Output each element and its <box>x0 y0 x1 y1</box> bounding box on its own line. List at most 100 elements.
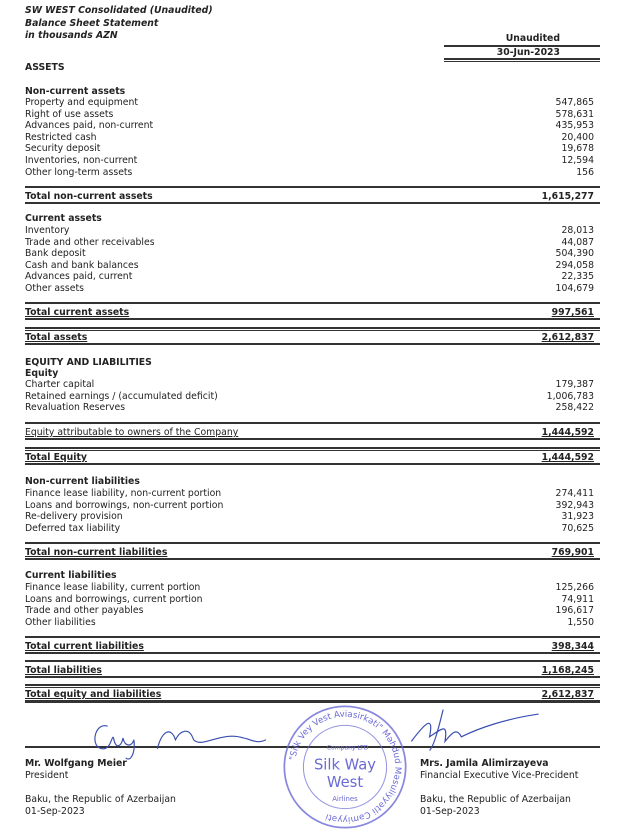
total-non-current-liabilities-value: 769,901 <box>551 547 594 558</box>
non-current-asset-row-value: 19,678 <box>561 143 594 155</box>
non-current-liability-row-label: Deferred tax liability <box>25 522 121 534</box>
current-asset-row-label: Other assets <box>25 283 84 294</box>
total-liabilities-value: 1,168,245 <box>541 665 594 676</box>
rule-divider <box>25 330 600 331</box>
non-current-asset-row-value: 156 <box>576 166 594 178</box>
non-current-asset-row-label: Advances paid, non-current <box>25 120 154 132</box>
current-asset-row-label: Inventory <box>25 225 70 236</box>
equity-attributable-value: 1,444,592 <box>541 427 594 438</box>
non-current-asset-row-value: 435,953 <box>555 120 594 132</box>
equity-liabilities-heading: EQUITY AND LIABILITIES <box>25 357 152 368</box>
current-asset-row-value: 504,390 <box>555 248 594 260</box>
current-liability-row-value: 196,617 <box>555 605 594 617</box>
total-assets-value: 2,612,837 <box>541 332 594 343</box>
rule-divider <box>25 202 600 204</box>
signature-president <box>94 725 267 760</box>
current-liability-row-label: Trade and other payables <box>25 605 144 617</box>
current-assets-heading: Current assets <box>25 213 102 224</box>
column-status: Unaudited <box>505 33 560 44</box>
non-current-liability-row-label: Re-delivery provision <box>25 511 123 523</box>
non-current-asset-row-label: Other long-term assets <box>25 166 133 178</box>
equity-row-value: 258,422 <box>555 402 594 414</box>
rule-divider <box>25 746 600 748</box>
rule-divider <box>25 684 600 686</box>
current-liability-row-label: Loans and borrowings, current portion <box>25 593 203 605</box>
units-label: in thousands AZN <box>25 30 118 41</box>
total-liabilities-label: Total liabilities <box>25 665 102 676</box>
signatory-name: Mrs. Jamila Alimirzayeva <box>420 758 549 769</box>
rule-divider <box>25 302 600 304</box>
non-current-asset-row-value: 547,865 <box>555 97 594 108</box>
rule-divider <box>25 422 600 424</box>
total-current-assets-label: Total current assets <box>25 307 130 318</box>
column-date: 30-Jun-2023 <box>496 47 560 58</box>
current-asset-row-value: 294,058 <box>555 259 594 271</box>
rule-divider <box>25 463 600 465</box>
assets-heading: ASSETS <box>25 62 65 73</box>
equity-row-label: Revaluation Reserves <box>25 402 126 414</box>
rule-divider <box>25 186 600 188</box>
stamp-silk-way: Silk Way <box>314 757 376 774</box>
company-stamp-seal: "Silk Vey Vest Aviasirkəti" Məhdud Məsul… <box>283 705 407 829</box>
signature-financial-vp <box>410 709 539 751</box>
non-current-asset-row-value: 12,594 <box>561 155 594 166</box>
current-asset-row-label: Cash and bank balances <box>25 259 139 271</box>
equity-row-value: 1,006,783 <box>546 390 594 402</box>
current-liabilities-heading: Current liabilities <box>25 570 117 581</box>
non-current-asset-row-value: 578,631 <box>555 108 594 120</box>
rule-divider <box>25 318 600 320</box>
current-liability-row-value: 1,550 <box>567 616 594 628</box>
company-name: SW WEST Consolidated (Unaudited) <box>25 5 213 16</box>
total-equity-and-liabilities-label: Total equity and liabilities <box>25 689 162 700</box>
rule-divider <box>25 687 600 688</box>
signatory-title: Financial Executive Vice-Precident <box>420 770 579 781</box>
current-asset-row-label: Advances paid, current <box>25 271 133 283</box>
stamp-west: West <box>327 774 363 791</box>
current-liability-row-label: Other liabilities <box>25 616 96 628</box>
rule-divider <box>25 450 600 451</box>
rule-divider <box>25 676 600 678</box>
rule-divider <box>25 558 600 560</box>
current-liability-row-value: 74,911 <box>561 593 594 605</box>
signatory-date: 01-Sep-2023 <box>420 806 480 817</box>
rule-divider <box>25 700 600 702</box>
non-current-liability-row-value: 70,625 <box>561 522 594 534</box>
total-non-current-assets-label: Total non-current assets <box>25 191 153 202</box>
non-current-asset-row-label: Property and equipment <box>25 97 139 108</box>
rule-divider <box>25 447 600 449</box>
equity-attributable-label: Equity attributable to owners of the Com… <box>25 427 239 438</box>
stamp-airlines: Airlines <box>332 795 358 803</box>
non-current-asset-row-label: Restricted cash <box>25 131 97 143</box>
current-asset-row-value: 28,013 <box>561 225 594 236</box>
non-current-liability-row-value: 392,943 <box>555 499 594 511</box>
rule-divider <box>444 61 600 62</box>
total-current-liabilities-value: 398,344 <box>551 641 594 652</box>
rule-divider <box>25 636 600 638</box>
equity-row-label: Charter capital <box>25 379 95 390</box>
signatory-name: Mr. Wolfgang Meier <box>25 758 127 769</box>
signatory-title: President <box>25 770 69 781</box>
current-liability-row-label: Finance lease liability, current portion <box>25 582 201 593</box>
rule-divider <box>25 438 600 440</box>
current-asset-row-label: Trade and other receivables <box>25 236 155 248</box>
non-current-liability-row-value: 31,923 <box>561 511 594 523</box>
non-current-liability-row-label: Loans and borrowings, non-current portio… <box>25 499 224 511</box>
equity-row-label: Retained earnings / (accumulated deficit… <box>25 390 218 402</box>
total-equity-label: Total Equity <box>25 452 87 463</box>
signatory-place: Baku, the Republic of Azerbaijan <box>420 794 571 805</box>
rule-divider <box>25 702 600 703</box>
equity-row-value: 179,387 <box>555 379 594 390</box>
non-current-asset-row-value: 20,400 <box>561 131 594 143</box>
rule-divider <box>25 343 600 345</box>
rule-divider <box>25 327 600 329</box>
total-non-current-assets-value: 1,615,277 <box>541 191 594 202</box>
rule-divider <box>444 45 600 47</box>
non-current-asset-row-label: Right of use assets <box>25 108 114 120</box>
non-current-liability-row-value: 274,411 <box>555 488 594 499</box>
total-current-assets-value: 997,561 <box>551 307 594 318</box>
rule-divider <box>444 58 600 60</box>
current-asset-row-value: 22,335 <box>561 271 594 283</box>
signatory-date: 01-Sep-2023 <box>25 806 85 817</box>
rule-divider <box>25 542 600 544</box>
non-current-asset-row-label: Inventories, non-current <box>25 155 138 166</box>
